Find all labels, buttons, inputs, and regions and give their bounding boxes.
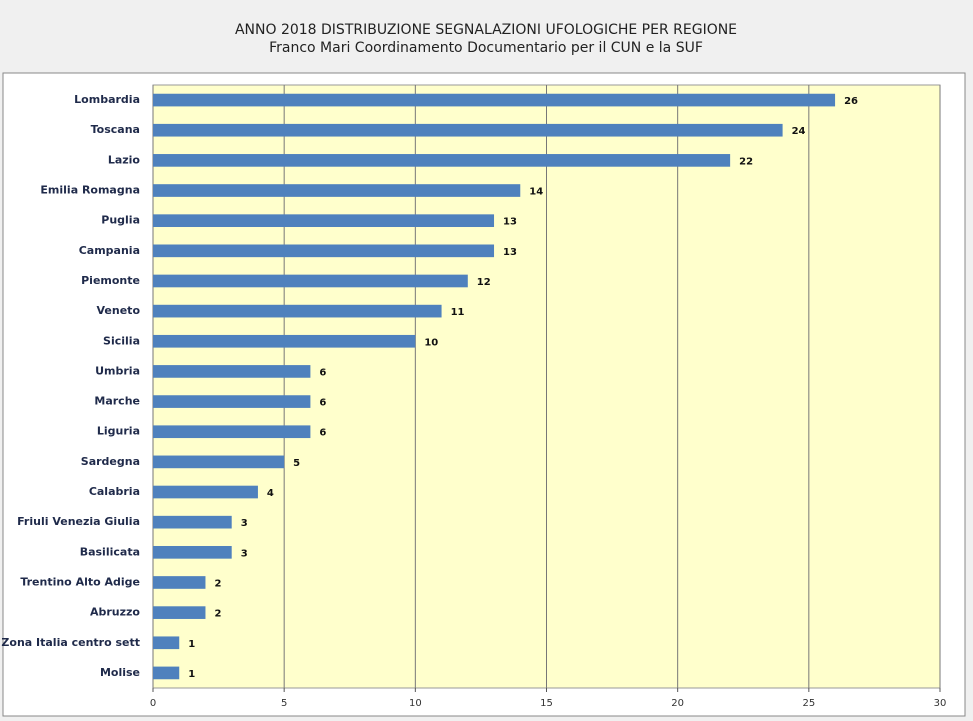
value-label: 2 (214, 609, 221, 620)
x-tick-label: 15 (540, 698, 553, 709)
value-label: 5 (293, 458, 300, 469)
y-tick-label: Marche (94, 395, 140, 408)
value-label: 10 (424, 337, 438, 348)
y-tick-label: Calabria (89, 485, 140, 498)
bar (153, 154, 731, 167)
value-label: 24 (792, 126, 806, 137)
bar (153, 93, 836, 107)
value-label: 2 (214, 578, 221, 589)
bar (153, 244, 495, 258)
y-tick-label: Puglia (101, 214, 140, 227)
y-tick-label: Friuli Venezia Giulia (17, 515, 140, 528)
value-label: 1 (188, 669, 195, 680)
bar (153, 334, 416, 348)
bar (153, 455, 285, 469)
x-tick-label: 5 (281, 698, 287, 709)
value-label: 4 (267, 488, 274, 499)
y-tick-label: Trentino Alto Adige (20, 575, 140, 588)
bar (153, 545, 232, 559)
chart-subtitle: Franco Mari Coordinamento Documentario p… (269, 40, 703, 56)
value-label: 3 (241, 548, 248, 559)
y-tick-label: Abruzzo (90, 606, 140, 619)
y-tick-label: Molise (100, 666, 140, 679)
x-tick-label: 0 (150, 698, 156, 709)
value-label: 6 (319, 428, 326, 439)
y-tick-label: Basilicata (80, 545, 140, 558)
bar (153, 214, 495, 228)
bar (153, 365, 311, 378)
x-tick-label: 30 (934, 698, 947, 709)
value-label: 1 (188, 639, 195, 650)
value-label: 12 (477, 277, 491, 288)
value-label: 3 (241, 518, 248, 529)
x-tick-label: 10 (409, 698, 422, 709)
y-tick-label: Toscana (91, 123, 140, 136)
value-label: 11 (451, 307, 465, 318)
value-label: 6 (319, 367, 326, 378)
value-label: 13 (503, 217, 517, 228)
y-tick-label: Liguria (97, 425, 140, 438)
bar (153, 636, 180, 650)
y-tick-label: Zona Italia centro sett (1, 636, 140, 649)
y-tick-label: Sardegna (81, 455, 140, 468)
value-label: 13 (503, 247, 517, 258)
bar (153, 515, 232, 529)
value-label: 14 (529, 187, 543, 198)
bar (153, 485, 258, 499)
y-tick-label: Veneto (97, 304, 141, 317)
bar (153, 274, 468, 288)
value-label: 6 (319, 398, 326, 409)
bar (153, 576, 206, 589)
bar (153, 123, 783, 137)
y-tick-label: Sicilia (103, 334, 140, 347)
bar (153, 425, 311, 439)
value-label: 26 (844, 96, 858, 107)
bar (153, 606, 206, 619)
x-tick-label: 25 (802, 698, 815, 709)
value-label: 22 (739, 156, 753, 167)
y-tick-label: Lombardia (74, 93, 140, 106)
y-tick-label: Emilia Romagna (40, 184, 140, 197)
y-tick-label: Campania (79, 244, 140, 257)
bar (153, 395, 311, 408)
y-tick-label: Umbria (95, 364, 140, 377)
y-tick-label: Piemonte (81, 274, 140, 287)
chart-title: ANNO 2018 DISTRIBUZIONE SEGNALAZIONI UFO… (235, 22, 737, 38)
bar (153, 666, 180, 680)
x-tick-label: 20 (671, 698, 684, 709)
bar (153, 304, 442, 318)
y-tick-label: Lazio (108, 153, 141, 166)
bar (153, 184, 521, 197)
